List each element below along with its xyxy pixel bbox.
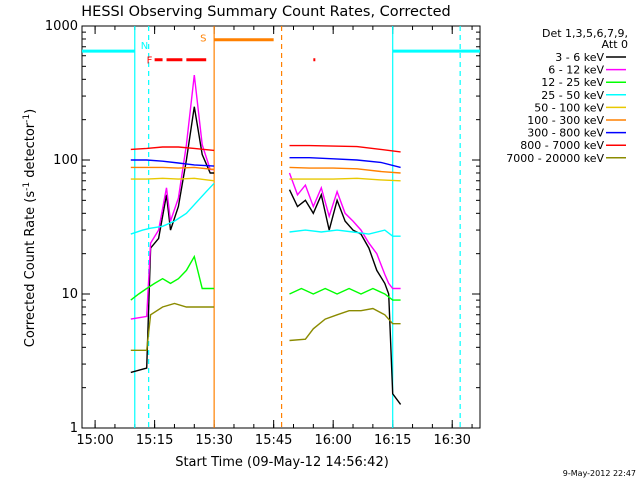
y-axis-label-end: ) xyxy=(23,109,38,114)
x-tick-label: 15:30 xyxy=(195,433,232,448)
legend-entry-label: 12 - 25 keV xyxy=(541,76,604,89)
chart-title: HESSI Observing Summary Count Rates, Cor… xyxy=(81,4,450,20)
flare-flag-label: F xyxy=(147,56,153,67)
legend-entry-label: 3 - 6 keV xyxy=(555,51,604,64)
series-line xyxy=(130,182,401,237)
saa-flag-label: S xyxy=(200,34,206,45)
x-tick-label: 16:15 xyxy=(374,433,411,448)
legend-entry-label: 25 - 50 keV xyxy=(541,89,604,102)
series-line xyxy=(130,157,401,169)
legend-header: Att 0 xyxy=(602,38,628,51)
y-axis-label-sup2: -1 xyxy=(22,114,32,123)
series-line xyxy=(130,166,401,174)
x-axis-label: Start Time (09-May-12 14:56:42) xyxy=(175,455,389,470)
series-line xyxy=(130,254,401,301)
y-axis-label-sup1: -1 xyxy=(22,182,32,191)
series-line xyxy=(130,144,401,153)
series-line xyxy=(130,106,402,405)
y-axis-label: Corrected Count Rate (s-1 detector-1) xyxy=(22,109,38,347)
x-tick-label: 16:30 xyxy=(433,433,470,448)
legend-entry-label: 100 - 300 keV xyxy=(527,114,604,127)
night-flag-label: N xyxy=(141,41,148,52)
legend-header: Det 1,3,5,6,7,9, xyxy=(542,27,628,40)
x-tick-label: 15:15 xyxy=(136,433,173,448)
x-tick-label: 15:45 xyxy=(255,433,292,448)
y-axis-label-main: Corrected Count Rate (s xyxy=(23,191,38,348)
legend-entry-label: 800 - 7000 keV xyxy=(520,139,604,152)
x-tick-label: 16:00 xyxy=(314,433,351,448)
y-axis-label-mid: detector xyxy=(23,122,38,182)
legend-entry-label: 6 - 12 keV xyxy=(548,64,604,77)
y-tick-label: 1000 xyxy=(45,19,78,34)
x-tick-label: 15:00 xyxy=(76,433,113,448)
y-tick-label: 100 xyxy=(53,153,78,168)
legend-entry-label: 300 - 800 keV xyxy=(527,127,604,140)
plot-area: 1 10 100 1000 15:00 15:15 15:30 15:45 16:00 16:15… xyxy=(45,19,481,448)
y-tick-label: 10 xyxy=(61,287,78,302)
footer-date: 9-May-2012 22:47 xyxy=(563,469,636,478)
y-tick-label: 1 xyxy=(70,421,78,436)
series-line xyxy=(130,302,401,351)
legend-entry-label: 50 - 100 keV xyxy=(534,101,604,114)
legend-entry-label: 7000 - 20000 keV xyxy=(506,152,604,165)
series-line xyxy=(130,177,401,182)
